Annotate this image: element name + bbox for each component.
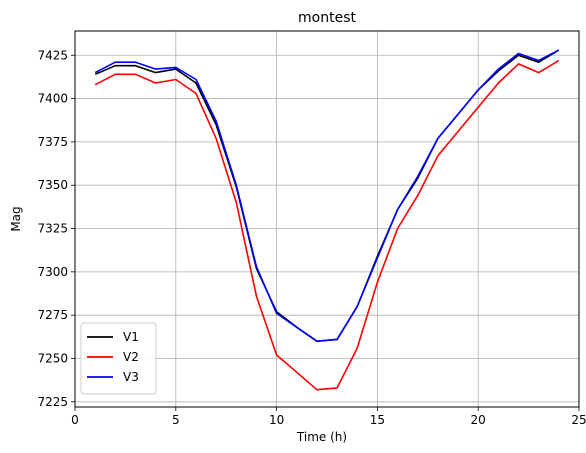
legend-box: [80, 322, 157, 395]
plot-frame: [74, 30, 580, 408]
y-tick-label: 7425: [37, 48, 68, 62]
x-tick-label: 0: [71, 413, 79, 427]
series-line-v3: [94, 49, 560, 343]
y-tick-label: 7275: [37, 308, 68, 322]
chart-title: montest: [298, 10, 356, 26]
series-line-v2: [94, 59, 560, 391]
y-tick-label: 7400: [37, 92, 68, 106]
legend-label-v3: V3: [123, 370, 139, 384]
y-tick-label: 7300: [37, 265, 68, 279]
y-tick-label: 7250: [37, 351, 68, 365]
legend-label-v1: V1: [123, 330, 139, 344]
plot-area: [75, 31, 579, 407]
x-tick-label: 5: [172, 413, 180, 427]
series-layer: [94, 49, 560, 391]
x-tick-label: 20: [471, 413, 486, 427]
ticks: 0 5 10 15 20 25 7225 7250 7275 7300 7325 7350 7375 74…: [37, 48, 586, 427]
y-tick-label: 7225: [37, 395, 68, 409]
legend-label-v2: V2: [123, 350, 139, 364]
y-tick-label: 7375: [37, 135, 68, 149]
x-axis-label: Time (h): [296, 430, 347, 444]
legend: V1 V2 V3: [80, 322, 157, 395]
x-tick-label: 15: [370, 413, 385, 427]
y-axis-label: Mag: [9, 206, 23, 231]
x-tick-label: 25: [571, 413, 586, 427]
y-tick-label: 7325: [37, 222, 68, 236]
x-tick-label: 10: [269, 413, 284, 427]
y-tick-label: 7350: [37, 178, 68, 192]
